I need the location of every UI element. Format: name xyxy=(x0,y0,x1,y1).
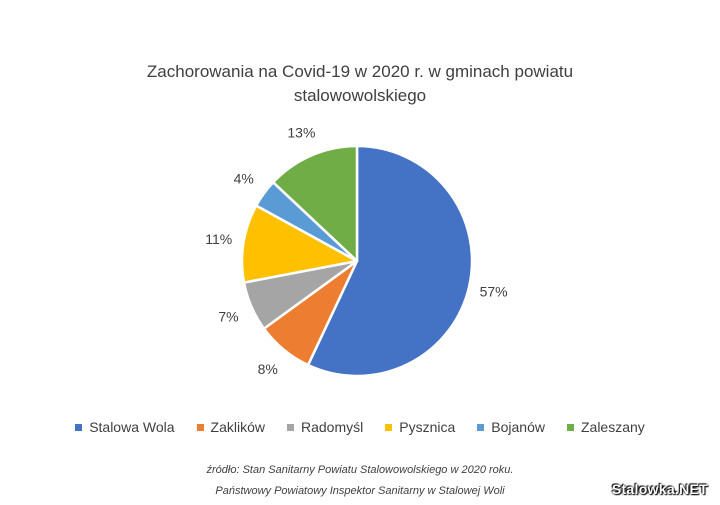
legend-swatch xyxy=(385,423,393,431)
legend-label: Bojanów xyxy=(491,419,545,435)
legend-item-pysznica: Pysznica xyxy=(385,419,455,435)
data-label-bojanow: 4% xyxy=(234,171,254,187)
legend-swatch xyxy=(477,423,485,431)
source-line2: Państwowy Powiatowy Inspektor Sanitarny … xyxy=(215,485,505,497)
data-label-pysznica: 11% xyxy=(205,231,232,247)
legend-label: Pysznica xyxy=(399,419,456,435)
legend-item-stalowa-wola: Stalowa Wola xyxy=(75,419,175,435)
source-line1: źródło: Stan Sanitarny Powiatu Stalowowo… xyxy=(206,464,514,476)
chart-title: Zachorowania na Covid-19 w 2020 r. w gmi… xyxy=(0,60,720,108)
legend-swatch xyxy=(75,423,83,431)
legend-label: Stalowa Wola xyxy=(89,419,175,435)
legend-swatch xyxy=(566,423,574,431)
legend-item-zaklikow: Zaklików xyxy=(196,419,265,435)
data-label-zaleszany: 13% xyxy=(287,125,315,141)
legend-swatch xyxy=(287,423,294,431)
legend-label: Radomyśl xyxy=(301,419,364,435)
legend-swatch xyxy=(196,423,204,431)
source-note: źródło: Stan Sanitarny Powiatu Stalowowo… xyxy=(0,460,720,502)
legend-label: Zaleszany xyxy=(580,419,645,435)
legend-item-radomysl: Radomyśl xyxy=(287,419,363,435)
pie-slice-pysznica xyxy=(240,204,359,284)
data-label-radomysl: 7% xyxy=(218,309,238,325)
legend-item-bojanow: Bojanów xyxy=(477,419,545,435)
chart-legend: Stalowa Wola Zaklików Radomyśl Pysznica … xyxy=(0,419,720,435)
legend-label: Zaklików xyxy=(210,419,265,435)
legend-item-zaleszany: Zaleszany xyxy=(566,419,645,435)
data-label-stalowa-wola: 57% xyxy=(480,284,508,300)
data-label-zaklikow: 8% xyxy=(258,361,278,377)
watermark: Stalowka.NET xyxy=(611,481,708,497)
pie-slice-stalowa-wola xyxy=(306,144,474,378)
pie-slice-zaleszany xyxy=(271,144,359,263)
chart-title-line2: stalowowolskiego xyxy=(293,86,427,105)
chart-title-line1: Zachorowania na Covid-19 w 2020 r. w gmi… xyxy=(146,62,574,81)
